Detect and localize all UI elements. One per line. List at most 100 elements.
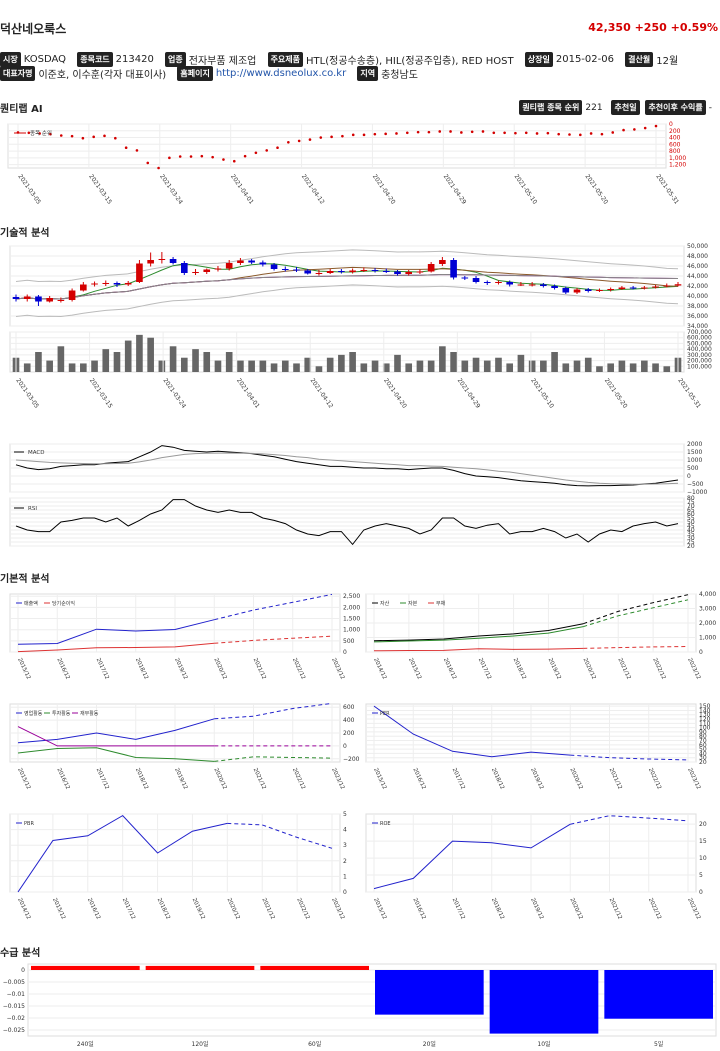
fund-roe-x-tick-label: 2023/12 [686,897,701,920]
supply-frame [27,963,717,1037]
volume-bar [35,352,42,372]
fund-sales-legend-label: 당기순이익 [52,600,75,607]
fund-cash-x-tick-label: 2015/12 [16,767,31,790]
rank-point [622,128,625,132]
fund-assets-x-tick-label: 2021/12 [616,657,631,680]
rank-point [384,132,387,136]
rsi-y-tick-label: 65 [687,507,695,514]
ceo-tag: 대표자명 [0,66,36,81]
candle-body [35,296,42,302]
fund-per-y-tick-label: 110 [699,720,711,727]
rank-point [103,134,106,138]
candle-body [124,283,132,285]
candle-body [416,271,424,273]
fund-pbr-x-tick-label: 2015/12 [51,897,66,920]
rank-point [524,131,528,135]
rank-point [460,131,463,134]
fund-roe-y-tick-label: 0 [699,889,703,896]
info-row-1: 시장 KOSDAQ 종목코드 213420 업종 전자부품 제조업 주요제품 HTL(정… [0,52,686,67]
price-box: 42,350 +250 +0.59% [588,21,718,34]
volume-bar [57,346,65,372]
fund-per-y-tick-label: 40 [699,750,707,757]
fund-assets-y-tick-label: 2,000 [699,620,716,627]
fund-sales-x-tick-label: 2022/12 [291,657,306,680]
rank-point [81,136,85,140]
fund-roe-x-tick-label: 2020/12 [568,897,583,920]
candle-body [517,284,525,286]
volume-bar [192,349,199,372]
candle-body [652,286,659,288]
fund-pbr-y-tick-label: 3 [343,842,347,849]
quant-score-box: 퀀티랩 종목 순위 221 추천일 추천이후 수익률 - [519,100,712,115]
fund-sales-x-tick-label: 2023/12 [330,657,345,680]
fund-per-y-tick-label: 20 [699,759,707,766]
fiscal-tag: 결산월 [625,52,654,67]
volume-bar [472,357,480,372]
candle-body [169,259,177,263]
candles-y-tick-label: 42,000 [687,283,708,290]
rank-y-tick-label: 1,200 [669,162,686,169]
volume-bar [540,360,547,372]
volume-bar [281,360,289,372]
macd-y-tick-label: 2000 [687,441,702,448]
fund-pbr-x-tick-label: 2014/12 [16,897,31,920]
fundamental-section-title: 기본적 분석 [0,574,50,585]
fund-per-x-tick-label: 2019/12 [529,767,544,790]
supply-x-tick-label: 60일 [308,1040,321,1048]
volume-bar [652,363,659,372]
rank-point [92,135,95,139]
rank-point [600,132,604,136]
rsi-y-tick-label: 20 [687,543,695,550]
candle-body [450,260,457,278]
fund-sales-x-tick-label: 2020/12 [212,657,227,680]
fund-roe-x-tick-label: 2018/12 [490,897,505,920]
current-price: 42,350 [588,21,631,34]
candle-body [113,283,121,285]
fund-per-x-tick-label: 2018/12 [490,767,505,790]
fund-per-series-0 [373,705,571,758]
fund-sales-legend-label: 매출액 [24,600,38,607]
volume-x-tick-label: 2021-04-12 [309,377,335,410]
homepage-link[interactable]: http://www.dsneolux.co.kr [215,68,347,79]
rank-point [611,131,615,134]
fund-cash-y-tick-label: 0 [343,743,347,750]
volume-bar [663,366,671,372]
industry-value: 전자부품 제조업 [188,56,257,67]
fund-cash-legend-label: 투자활동 [52,710,71,717]
supply-y-tick-label: −0.005 [3,979,25,986]
fund-assets-x-tick-label: 2017/12 [477,657,492,680]
volume-bar [270,363,278,372]
fund-pbr-x-tick-label: 2018/12 [156,897,171,920]
rsi-y-tick-label: 40 [687,527,695,534]
listed-value: 2015-02-06 [555,54,614,65]
fund-sales-series-0 [17,619,215,645]
fund-sales-y-tick-label: 2,000 [343,604,360,611]
volume-bar [528,360,536,372]
volume-bar [169,346,177,372]
candle-body [607,289,614,290]
candle-body [304,270,312,274]
fund-roe-x-tick-label: 2022/12 [647,897,662,920]
volume-bar [405,363,413,372]
volume-bar [517,354,525,372]
fund-roe-legend-label: ROE [380,821,391,827]
volume-bar [136,334,143,372]
rank-point [427,130,431,134]
fund-sales-y-tick-label: 2,500 [343,593,360,600]
rsi-y-tick-label: 30 [687,535,695,542]
fund-per-x-tick-label: 2015/12 [372,767,387,790]
volume-bar [304,357,312,372]
rank-legend-label: 종목 순위 [30,129,52,137]
candle-body [427,264,435,272]
rank-value: 221 [585,103,603,113]
fund-cash-forecast-0 [214,702,333,720]
volume-bar [68,363,76,372]
fund-roe-x-tick-label: 2015/12 [372,897,387,920]
fund-cash-series-1 [17,747,215,762]
rank-point [557,132,560,136]
volume-bar [641,360,648,372]
moving-average-3 [15,273,679,300]
fund-sales-y-tick-label: 1,500 [343,616,360,623]
fund-assets-legend-label: 자본 [408,600,418,607]
